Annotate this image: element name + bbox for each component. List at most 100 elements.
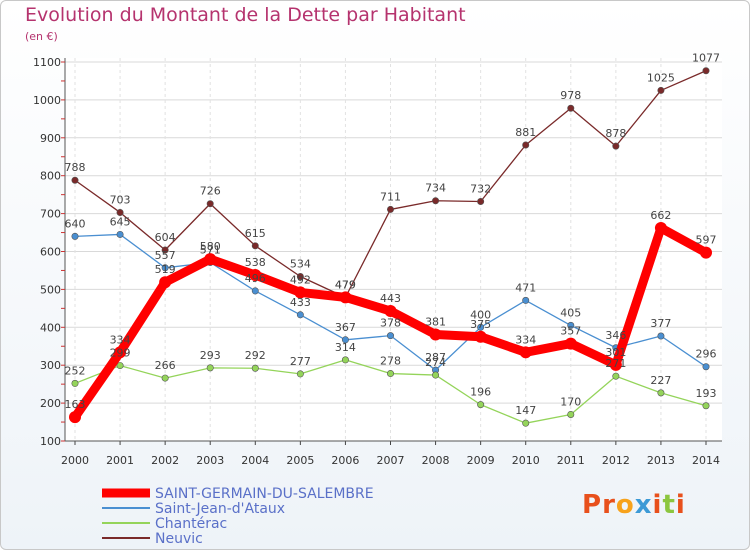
logo-letter: i	[652, 490, 663, 520]
data-point	[522, 419, 530, 427]
legend-label: SAINT-GERMAIN-DU-SALEMBRE	[155, 486, 374, 502]
data-point	[386, 205, 394, 213]
data-label: 711	[380, 190, 401, 203]
data-point	[206, 200, 214, 208]
x-tick-label: 2011	[557, 454, 585, 467]
legend-label: Saint-Jean-d'Ataux	[155, 501, 285, 517]
x-tick-label: 2003	[196, 454, 224, 467]
data-point	[567, 410, 575, 418]
data-point	[71, 176, 79, 184]
data-label: 147	[515, 404, 536, 417]
logo-letter: r	[602, 490, 616, 520]
data-label: 334	[110, 333, 131, 346]
data-label: 878	[605, 127, 626, 140]
logo-letter: P	[582, 490, 603, 520]
data-labels: 640 645 557 571 496 433 367 378 287 400 471 405 346 3…	[65, 52, 721, 417]
data-point	[296, 273, 304, 281]
data-label: 788	[65, 161, 86, 174]
data-label: 277	[290, 355, 311, 368]
data-point	[114, 346, 127, 359]
x-tick-label: 2008	[422, 454, 450, 467]
axes: 100 200 300 400 500 600 700 800 900 1000 1100 2000 2…	[33, 56, 722, 467]
y-tick-label: 100	[40, 435, 61, 448]
data-point	[657, 389, 665, 397]
x-tick-label: 2006	[331, 454, 359, 467]
data-label: 296	[696, 348, 717, 361]
data-point	[116, 230, 124, 238]
data-label: 314	[335, 341, 356, 354]
y-tick-label: 300	[40, 359, 61, 372]
y-tick-label: 500	[40, 283, 61, 296]
data-point	[609, 358, 622, 371]
x-tick-label: 2002	[151, 454, 179, 467]
data-label: 479	[335, 278, 356, 291]
data-point	[477, 197, 485, 205]
data-point	[567, 321, 575, 329]
data-point	[204, 253, 217, 266]
data-point	[69, 411, 81, 424]
data-label: 519	[155, 263, 176, 276]
data-point	[477, 401, 485, 409]
y-tick-label: 600	[40, 246, 61, 259]
data-label: 274	[425, 356, 446, 369]
data-label: 580	[200, 240, 221, 253]
data-point	[294, 286, 307, 299]
data-point	[474, 330, 487, 343]
data-label: 299	[110, 347, 131, 360]
x-tick-label: 2004	[241, 454, 269, 467]
data-label: 346	[605, 329, 626, 342]
data-point	[522, 141, 530, 149]
data-point	[251, 287, 259, 295]
data-point	[612, 372, 620, 380]
data-label: 193	[696, 387, 717, 400]
data-label: 703	[110, 193, 131, 206]
data-label: 227	[650, 374, 671, 387]
chart-title: Evolution du Montant de la Dette par Hab…	[25, 4, 466, 26]
data-point	[161, 264, 169, 272]
data-label: 163	[65, 398, 86, 411]
data-point	[251, 364, 259, 372]
logo-letter: o	[615, 490, 635, 520]
data-point	[341, 336, 349, 344]
data-label: 293	[200, 349, 221, 362]
data-label: 357	[560, 325, 581, 338]
chart-subtitle: (en €)	[25, 30, 58, 43]
proxiti-logo: Proxiti	[582, 490, 686, 520]
y-tick-label: 1100	[33, 56, 61, 69]
data-point	[612, 142, 620, 150]
data-label: 1025	[647, 71, 675, 84]
data-label: 196	[470, 386, 491, 399]
data-label: 271	[605, 357, 626, 370]
data-label: 1077	[692, 52, 720, 65]
data-label: 367	[335, 321, 356, 334]
data-point	[522, 296, 530, 304]
series-0	[69, 222, 712, 424]
y-tick-label: 800	[40, 170, 61, 183]
data-point	[657, 332, 665, 340]
data-point	[251, 242, 259, 250]
data-label: 334	[515, 333, 536, 346]
x-tick-label: 2013	[647, 454, 675, 467]
data-point	[702, 363, 710, 371]
data-point	[339, 291, 352, 304]
data-label: 978	[560, 89, 581, 102]
data-label: 301	[605, 346, 626, 359]
data-label: 881	[515, 126, 536, 139]
data-label: 534	[290, 258, 311, 271]
data-point	[519, 346, 532, 359]
data-point	[429, 328, 442, 341]
data-point	[71, 379, 79, 387]
data-point	[700, 246, 712, 259]
data-label: 726	[200, 185, 221, 198]
data-label: 292	[245, 349, 266, 362]
data-point	[386, 332, 394, 340]
data-label: 287	[425, 351, 446, 364]
data-label: 381	[425, 316, 446, 329]
data-point	[341, 356, 349, 364]
legend-label: Neuvic	[155, 531, 203, 547]
logo-letter: i	[675, 490, 686, 520]
data-point	[386, 370, 394, 378]
x-tick-label: 2005	[286, 454, 314, 467]
legend-label: Chantérac	[155, 516, 227, 532]
